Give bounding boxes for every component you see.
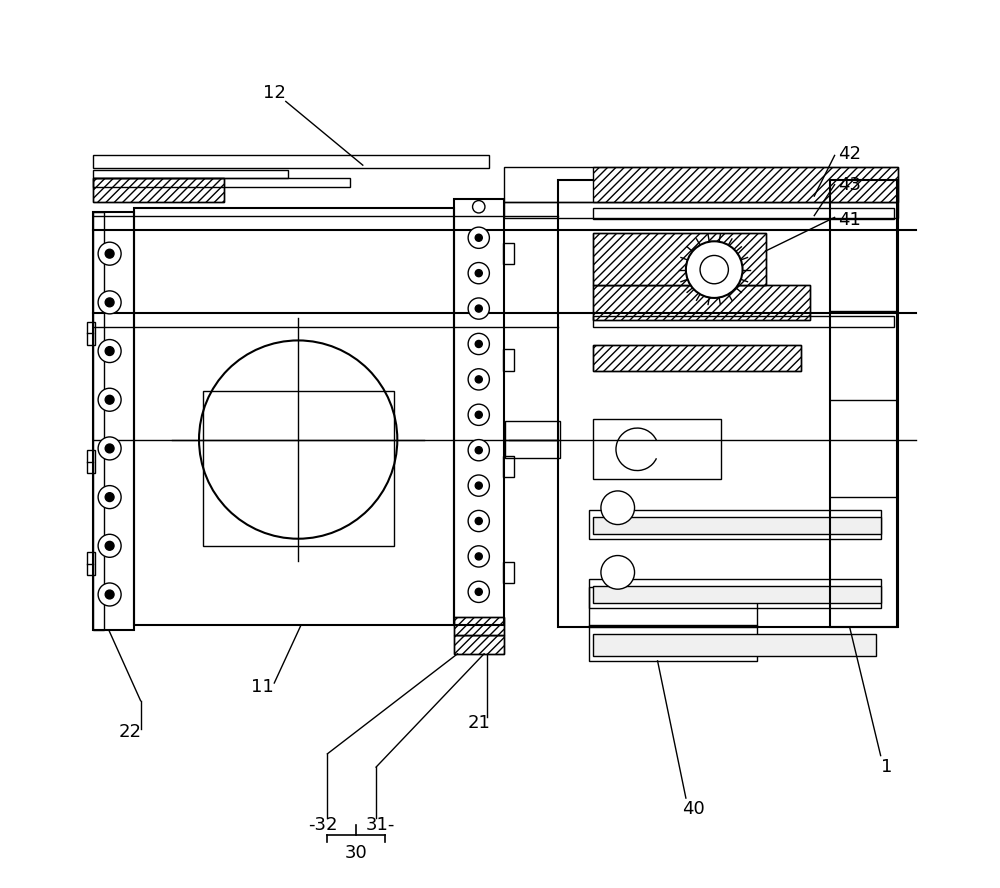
Text: 11: 11 [251,678,274,696]
Circle shape [686,242,743,298]
Bar [830,180,897,627]
Bar [203,391,394,546]
Circle shape [475,234,482,242]
Text: 21: 21 [467,714,490,732]
Bar [93,155,489,168]
Circle shape [98,339,121,362]
Bar [87,450,95,473]
Circle shape [98,535,121,558]
Bar [593,585,881,603]
Circle shape [98,437,121,460]
Circle shape [475,482,482,489]
Bar [503,456,514,477]
Circle shape [475,518,482,525]
Bar [593,315,894,327]
Circle shape [98,486,121,509]
Circle shape [98,242,121,266]
Bar [93,212,134,630]
Circle shape [105,590,114,599]
Circle shape [473,201,485,213]
Bar [454,616,504,635]
Bar [558,180,898,627]
Bar [93,212,104,630]
Circle shape [468,440,489,461]
Circle shape [468,298,489,319]
Bar [503,562,514,583]
Circle shape [475,447,482,454]
Circle shape [468,263,489,284]
Circle shape [468,475,489,496]
Circle shape [475,588,482,595]
Bar [593,285,810,320]
Circle shape [601,491,635,525]
Bar [593,208,894,219]
Circle shape [475,376,482,383]
Circle shape [105,250,114,258]
Bar [504,202,898,218]
Bar [503,349,514,370]
Text: 40: 40 [682,800,704,818]
Circle shape [601,556,635,589]
Circle shape [468,369,489,390]
Bar [593,234,766,285]
Bar [593,419,721,480]
Circle shape [468,227,489,249]
Bar [505,421,560,458]
Text: 43: 43 [838,176,861,194]
Circle shape [468,404,489,425]
Text: 12: 12 [263,83,286,101]
Bar [589,587,757,627]
Text: 30: 30 [345,844,368,862]
Bar [593,517,881,535]
Circle shape [475,553,482,560]
Circle shape [468,511,489,532]
Bar [589,510,881,539]
Bar [93,178,224,202]
Circle shape [468,333,489,354]
Bar [589,579,881,607]
Circle shape [700,256,728,284]
Text: 22: 22 [118,723,141,741]
Circle shape [105,346,114,355]
Circle shape [468,582,489,602]
Bar [454,199,504,625]
Circle shape [468,546,489,567]
Circle shape [105,298,114,306]
Bar [87,321,95,345]
Bar [593,167,898,202]
Bar [503,243,514,265]
Bar [593,234,766,285]
Text: 41: 41 [838,211,861,229]
Circle shape [98,291,121,313]
Circle shape [105,395,114,404]
Bar [589,625,757,661]
Bar [454,635,504,654]
Circle shape [475,411,482,418]
Circle shape [105,444,114,453]
Bar [593,285,810,320]
Circle shape [105,542,114,551]
Text: 31-: 31- [366,816,395,834]
Bar [593,345,801,371]
Bar [454,635,504,654]
Bar [93,178,224,202]
Circle shape [98,388,121,411]
Circle shape [475,340,482,347]
Circle shape [475,305,482,312]
Circle shape [98,583,121,606]
Text: 42: 42 [838,145,861,163]
Bar [454,616,504,635]
Bar [87,552,95,575]
Bar [93,178,350,187]
Circle shape [105,493,114,502]
Circle shape [475,270,482,277]
Bar [504,167,898,202]
Bar [93,170,288,178]
Bar [593,345,801,371]
Bar [593,634,876,656]
Bar [134,208,454,625]
Text: 1: 1 [881,758,893,776]
Text: -32: -32 [308,816,338,834]
